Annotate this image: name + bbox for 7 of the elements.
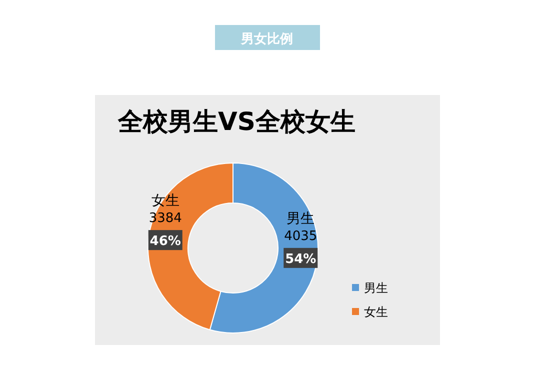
legend-label: 女生 <box>364 305 388 319</box>
text: 54% <box>285 252 316 267</box>
chart-subtitle: 男女比例 <box>240 32 293 47</box>
chart-title: 全校男生VS全校女生 <box>117 107 356 136</box>
text: 46% <box>150 234 181 250</box>
legend-label: 男生 <box>364 281 388 295</box>
data-label: 4035 <box>284 228 318 244</box>
